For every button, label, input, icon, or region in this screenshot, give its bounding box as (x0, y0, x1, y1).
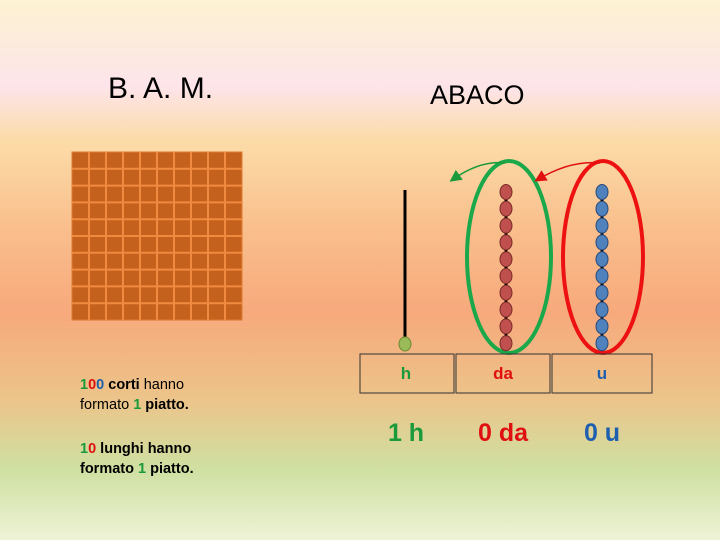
group-da (465, 159, 553, 355)
bead-u (595, 318, 609, 335)
note-run: 1 (80, 441, 89, 457)
note: 100 corti hanno formato 1 piatto. (80, 375, 220, 415)
note-run: 0 (96, 377, 105, 393)
column-result: 1 h (387, 419, 425, 447)
box-u (551, 353, 653, 394)
note-run: lunghi hanno formato (80, 441, 196, 477)
bead-da (499, 301, 513, 318)
note-run: 1 (80, 377, 89, 393)
bead-da (499, 268, 513, 284)
title-left: B. A. M. (108, 72, 214, 105)
bead-da (499, 284, 513, 301)
bead-da (499, 200, 513, 217)
note-run: hanno formato (80, 377, 189, 413)
note-run: piatto. (146, 461, 194, 477)
box-h (359, 353, 455, 394)
arrow-red (534, 161, 601, 182)
bead-da (499, 217, 513, 234)
note-run: piatto. (141, 397, 189, 413)
bead-u (595, 335, 609, 352)
column-label: h (400, 364, 412, 383)
bead-u (595, 301, 609, 318)
note: 10 lunghi hanno formato 1 piatto. (80, 439, 220, 479)
note-run: 0 (88, 441, 97, 457)
bead-u (595, 184, 609, 200)
title-right: ABACO (430, 80, 525, 110)
column-result: 0 da (477, 419, 529, 447)
bead-u (595, 234, 609, 251)
bead-da (499, 251, 513, 268)
bead-da (499, 318, 513, 335)
column-label: u (596, 364, 608, 383)
note-run: 1 (133, 397, 142, 413)
bead-u (595, 217, 609, 234)
bead-h (398, 336, 412, 352)
bead-da (499, 335, 513, 352)
bead-u (595, 200, 609, 217)
group-u (561, 159, 645, 355)
bead-da (499, 234, 513, 251)
note-run: 1 (138, 461, 147, 477)
box-da (455, 353, 551, 394)
arrow-green (449, 161, 506, 182)
bead-u (595, 284, 609, 301)
note-run: corti (104, 377, 140, 393)
bead-u (595, 268, 609, 284)
column-label: da (493, 364, 513, 383)
bead-da (499, 184, 513, 200)
bead-u (595, 251, 609, 268)
column-result: 0 u (583, 419, 621, 447)
note-run: 0 (88, 377, 97, 393)
